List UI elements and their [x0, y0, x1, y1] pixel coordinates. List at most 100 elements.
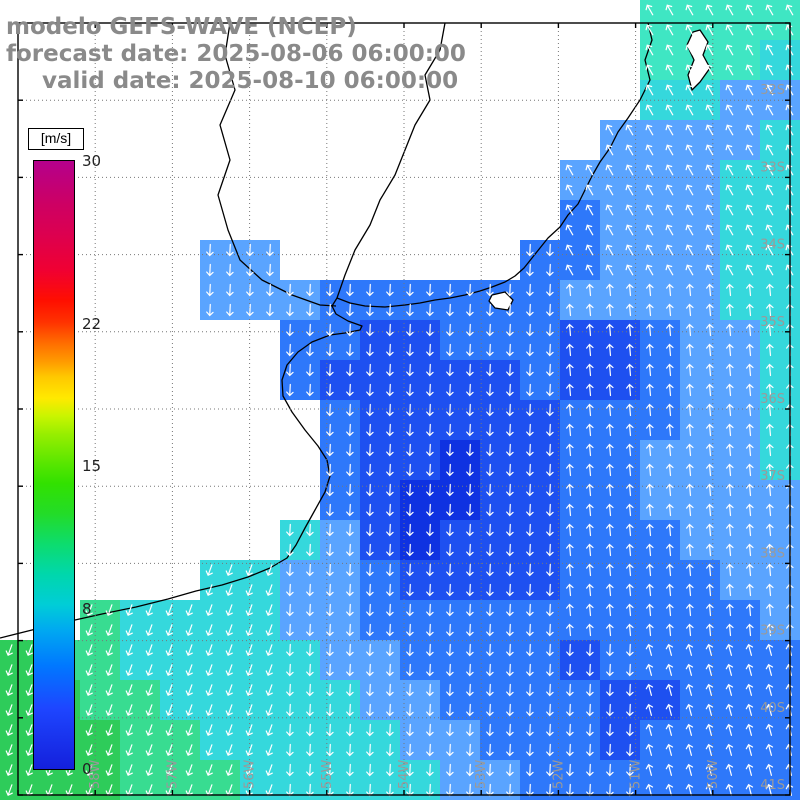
wind-arrow-icon: [165, 764, 173, 776]
wind-arrow-icon: [245, 664, 253, 676]
wind-arrow-icon: [165, 644, 173, 656]
wind-arrow-icon: [265, 604, 273, 616]
wind-arrow-icon: [205, 564, 213, 576]
wind-arrow-icon: [685, 4, 694, 16]
wind-arrow-icon: [446, 723, 454, 737]
wind-arrow-icon: [245, 724, 253, 736]
wind-arrow-icon: [606, 423, 614, 437]
wind-arrow-icon: [446, 403, 454, 417]
wind-arrow-icon: [506, 643, 514, 657]
wind-arrow-icon: [526, 643, 534, 657]
wind-arrow-icon: [346, 503, 354, 517]
wind-arrow-icon: [426, 763, 434, 777]
wind-arrow-icon: [686, 603, 694, 617]
wind-arrow-icon: [586, 503, 594, 517]
wind-arrow-icon: [426, 723, 434, 737]
wind-arrow-icon: [725, 44, 734, 56]
wind-arrow-icon: [265, 644, 273, 656]
wind-arrow-icon: [286, 723, 294, 737]
wind-arrow-icon: [265, 744, 273, 756]
wind-arrow-icon: [366, 723, 374, 737]
wind-arrow-icon: [366, 763, 374, 777]
wind-arrow-icon: [185, 704, 193, 716]
wind-arrow-icon: [506, 563, 514, 577]
wind-arrow-icon: [546, 463, 554, 477]
wind-arrow-icon: [606, 503, 614, 517]
wind-arrow-icon: [606, 443, 614, 457]
wind-arrow-icon: [626, 663, 634, 677]
wind-arrow-icon: [406, 563, 414, 577]
wind-arrow-icon: [546, 603, 554, 617]
wind-arrow-icon: [685, 124, 694, 136]
wind-arrow-icon: [446, 583, 454, 597]
wind-arrow-icon: [666, 583, 674, 597]
wind-arrow-icon: [386, 303, 394, 317]
wind-arrow-icon: [665, 44, 674, 56]
wind-arrow-icon: [466, 563, 474, 577]
lat-axis-label: 41S: [760, 778, 785, 793]
wind-arrow-icon: [566, 583, 574, 597]
wind-arrow-icon: [626, 723, 634, 737]
wind-arrow-icon: [185, 764, 193, 776]
wind-arrow-icon: [226, 263, 234, 277]
wind-arrow-icon: [286, 583, 294, 597]
wind-arrow-icon: [766, 343, 774, 357]
wind-arrow-icon: [446, 623, 454, 637]
wind-arrow-icon: [685, 84, 694, 96]
wind-arrow-icon: [346, 363, 354, 377]
wind-arrow-icon: [145, 624, 153, 636]
wind-arrow-icon: [426, 303, 434, 317]
wind-arrow-icon: [666, 463, 674, 477]
wind-arrow-icon: [526, 423, 534, 437]
wind-arrow-icon: [606, 303, 614, 317]
wind-arrow-icon: [366, 503, 374, 517]
wind-arrow-icon: [225, 684, 233, 696]
wind-arrow-icon: [145, 744, 153, 756]
wind-arrow-icon: [765, 783, 774, 796]
wind-arrow-icon: [326, 363, 334, 377]
river-line: [217, 22, 337, 307]
wind-arrow-icon: [606, 323, 614, 337]
wind-arrow-icon: [446, 523, 454, 537]
wind-arrow-icon: [386, 743, 394, 757]
wind-arrow-icon: [286, 623, 294, 637]
wind-arrow-icon: [446, 343, 454, 357]
wind-arrow-icon: [326, 303, 334, 317]
wind-arrow-icon: [245, 744, 253, 756]
wind-arrow-icon: [746, 543, 754, 557]
wind-arrow-icon: [665, 224, 674, 236]
wind-arrow-icon: [646, 383, 654, 397]
wind-arrow-icon: [646, 503, 654, 517]
wind-arrow-icon: [326, 503, 334, 517]
wind-arrow-icon: [645, 84, 654, 96]
wind-arrow-icon: [526, 543, 534, 557]
wind-arrow-icon: [286, 603, 294, 617]
wind-arrow-icon: [246, 263, 254, 277]
wind-arrow-icon: [486, 523, 494, 537]
wind-arrow-icon: [446, 483, 454, 497]
wind-arrow-icon: [346, 443, 354, 457]
wind-arrow-icon: [745, 4, 754, 16]
wind-arrow-icon: [346, 303, 354, 317]
wind-arrow-icon: [725, 244, 734, 256]
wind-arrow-icon: [546, 683, 554, 697]
wind-arrow-icon: [306, 523, 314, 537]
wind-arrow-icon: [346, 723, 354, 737]
wind-arrow-icon: [426, 483, 434, 497]
wind-arrow-icon: [665, 204, 674, 216]
wind-arrow-icon: [546, 383, 554, 397]
wind-arrow-icon: [645, 663, 654, 676]
wind-arrow-icon: [145, 724, 153, 736]
wind-arrow-icon: [685, 44, 694, 56]
wind-arrow-icon: [586, 383, 594, 397]
wind-arrow-icon: [446, 603, 454, 617]
wind-arrow-icon: [25, 704, 33, 716]
wind-arrow-icon: [705, 204, 714, 216]
wind-arrow-icon: [645, 224, 654, 236]
wind-arrow-icon: [566, 343, 574, 357]
wind-arrow-icon: [105, 604, 113, 616]
wind-arrow-icon: [605, 124, 614, 136]
wind-arrow-icon: [306, 623, 314, 637]
wind-arrow-icon: [546, 563, 554, 577]
wind-arrow-icon: [645, 743, 654, 756]
